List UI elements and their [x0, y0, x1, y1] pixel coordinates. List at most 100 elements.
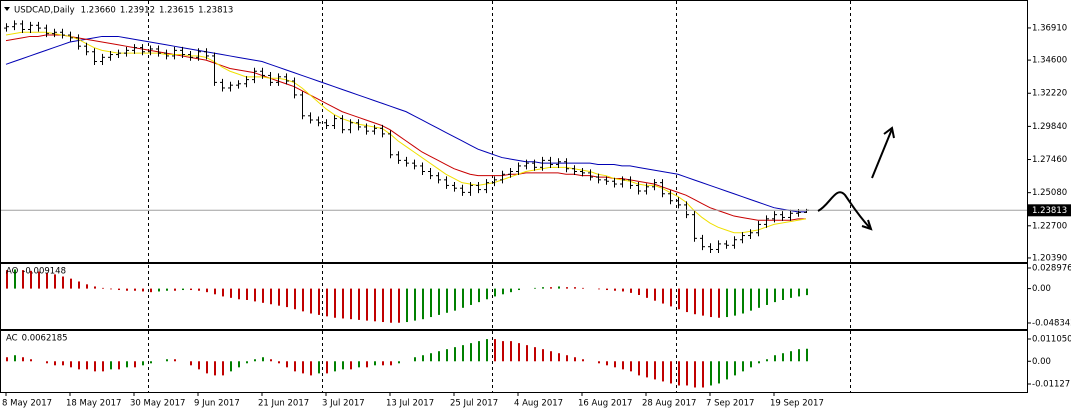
y-tick-label: 0.00 [1032, 357, 1051, 367]
y-tick-label: 1.32220 [1032, 89, 1067, 99]
histogram-bar [382, 361, 384, 366]
histogram-bar [6, 357, 8, 362]
menu-triangle[interactable] [4, 7, 10, 11]
y-tick-label: 1.20390 [1032, 253, 1067, 263]
histogram-bar [518, 343, 520, 362]
histogram-bar [446, 349, 448, 362]
histogram-bar [22, 357, 24, 362]
histogram-bar [678, 361, 680, 386]
moving-average [5, 34, 806, 221]
histogram-bar [710, 288, 712, 318]
histogram-bar [494, 339, 496, 362]
histogram-bar [470, 343, 472, 362]
histogram-bar [222, 361, 224, 376]
y-tick-label: 1.29840 [1032, 122, 1067, 132]
histogram-bar [158, 288, 160, 292]
arrow-head [883, 126, 895, 139]
current-price-box [1028, 204, 1071, 217]
histogram-bar [78, 281, 80, 289]
histogram-bar [542, 287, 544, 289]
histogram-bar [238, 288, 240, 300]
histogram-bar [558, 353, 560, 362]
histogram-bar [422, 355, 424, 362]
histogram-bar [558, 286, 560, 289]
y-tick-label: 0.011050 [1032, 335, 1071, 345]
hand-drawn-arrows [817, 126, 895, 231]
histogram-bar [366, 361, 368, 368]
histogram-bar [30, 270, 32, 289]
histogram-bar [574, 357, 576, 362]
histogram-bar [582, 359, 584, 362]
histogram-bar [222, 288, 224, 297]
histogram-bar [374, 361, 376, 366]
histogram-bar [758, 361, 760, 364]
histogram-bar [694, 361, 696, 388]
histogram-bar [670, 288, 672, 307]
histogram-bar [94, 361, 96, 372]
histogram-bar [390, 361, 392, 366]
histogram-bar [566, 355, 568, 362]
histogram-bar [630, 361, 632, 372]
histogram-bar [46, 361, 48, 364]
histogram-bar [190, 288, 192, 291]
x-tick-label: 18 May 2017 [66, 399, 121, 409]
histogram-bar [582, 287, 584, 289]
x-tick-label: 9 Jun 2017 [194, 399, 240, 409]
histogram-bar [774, 355, 776, 362]
histogram-bar [422, 288, 424, 320]
histogram-bar [182, 288, 184, 291]
histogram-bar [606, 361, 608, 366]
histogram-bar [342, 361, 344, 370]
histogram-bar [518, 288, 520, 291]
x-tick-label: 21 Jun 2017 [258, 399, 309, 409]
histogram-bar [438, 351, 440, 362]
histogram-bar [430, 353, 432, 362]
histogram-bar [334, 361, 336, 372]
histogram-bar [454, 288, 456, 311]
histogram-bar [686, 361, 688, 386]
histogram-bar [662, 288, 664, 304]
ao-panel [0, 263, 1028, 330]
histogram-bar [574, 287, 576, 289]
histogram-bar [446, 288, 448, 313]
histogram-bar [598, 361, 600, 364]
histogram-bar [286, 288, 288, 308]
ohlc-value: 1.23813 [198, 6, 233, 16]
histogram-bar [78, 361, 80, 370]
histogram-bar [70, 278, 72, 289]
arrow-down-path [817, 191, 871, 229]
histogram-bar [614, 361, 616, 368]
histogram-bar [486, 288, 488, 300]
histogram-bar [398, 361, 400, 364]
histogram-bar [462, 288, 464, 308]
histogram-bar [46, 272, 48, 289]
histogram-bar [118, 361, 120, 370]
histogram-bar [86, 361, 88, 370]
histogram-bar [502, 341, 504, 362]
histogram-bar [670, 361, 672, 384]
histogram-bar [334, 288, 336, 318]
histogram-bar [358, 361, 360, 368]
histogram-bar [94, 286, 96, 289]
histogram-bar [806, 288, 808, 296]
histogram-bar [478, 341, 480, 362]
indicator-value: -0.009148 [22, 267, 66, 277]
histogram-bar [262, 288, 264, 303]
histogram-bar [206, 361, 208, 374]
histogram-bar [118, 288, 120, 291]
histogram-bar [638, 361, 640, 376]
histogram-bar [110, 361, 112, 370]
histogram-bar [142, 361, 144, 366]
histogram-bar [486, 339, 488, 362]
histogram-bar [14, 355, 16, 362]
indicator-title: AO [6, 267, 19, 277]
histogram-bar [190, 361, 192, 366]
y-tick-label: -0.01127 [1032, 379, 1070, 389]
x-tick-label: 8 May 2017 [2, 399, 52, 409]
histogram-bar [278, 361, 280, 364]
histogram-bar [798, 288, 800, 297]
histogram-bar [326, 361, 328, 374]
histogram-bar [110, 288, 112, 290]
histogram-bar [398, 288, 400, 323]
